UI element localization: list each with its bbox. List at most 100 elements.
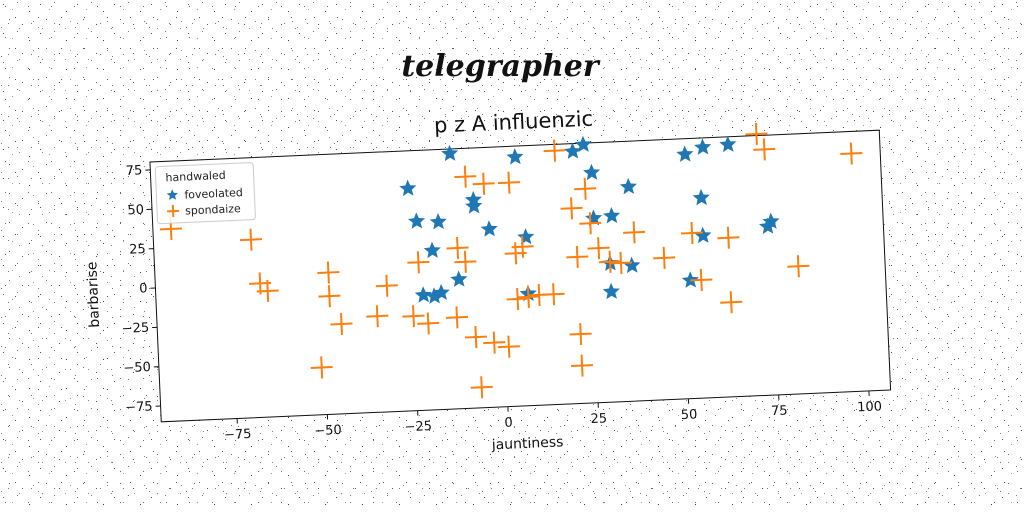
point-foveolated: [423, 241, 441, 259]
point-spondaize: [720, 291, 743, 314]
point-spondaize: [366, 305, 389, 328]
point-spondaize: [446, 236, 469, 260]
legend-markers: [166, 189, 180, 218]
point-foveolated: [603, 207, 621, 224]
point-foveolated: [694, 138, 712, 155]
point-spondaize: [497, 171, 520, 194]
point-spondaize: [402, 305, 425, 328]
axis-ticks: −75 −50 −25 0 25 50 75 100 −75 −50 −25 0 25 50 75: [121, 163, 882, 443]
point-spondaize: [310, 356, 333, 379]
y-tick-label: 0: [139, 281, 148, 296]
point-foveolated: [676, 145, 694, 162]
legend-title: handwaled: [165, 169, 226, 185]
point-foveolated: [762, 212, 780, 230]
legend-frame: [154, 162, 256, 225]
point-spondaize: [653, 246, 676, 269]
point-foveolated: [564, 142, 582, 159]
plot-frame: [149, 129, 892, 423]
point-spondaize: [483, 331, 506, 354]
point-foveolated: [399, 179, 417, 197]
y-tick-label: 25: [129, 242, 146, 258]
point-foveolated: [414, 286, 432, 303]
point-foveolated: [441, 144, 459, 162]
y-axis-label: barbarise: [84, 261, 103, 328]
point-foveolated: [465, 197, 483, 214]
point-spondaize: [407, 251, 430, 274]
point-foveolated: [623, 256, 641, 274]
point-spondaize: [753, 138, 776, 161]
x-tick-label: 75: [771, 403, 788, 419]
point-spondaize: [787, 255, 810, 278]
point-spondaize: [472, 172, 495, 195]
point-foveolated: [583, 163, 601, 181]
point-spondaize: [417, 312, 440, 335]
chart-marks: [159, 122, 863, 399]
point-spondaize: [318, 285, 341, 308]
point-foveolated: [429, 213, 447, 230]
point-spondaize: [330, 312, 353, 336]
point-spondaize: [317, 261, 340, 284]
point-foveolated: [602, 282, 620, 300]
point-foveolated: [517, 228, 535, 245]
point-foveolated: [692, 188, 710, 206]
legend: handwaled foveolated spondaize: [154, 162, 256, 225]
point-spondaize: [454, 165, 477, 188]
point-spondaize: [599, 250, 622, 273]
x-tick-label: 50: [681, 407, 698, 423]
figure-suptitle: telegrapher: [401, 49, 601, 84]
point-spondaize: [609, 251, 633, 274]
point-foveolated: [506, 148, 524, 165]
x-axis-label: jauntiness: [490, 434, 563, 453]
point-spondaize: [717, 226, 740, 249]
point-spondaize: [497, 335, 520, 358]
plot-axes: p z A influenzic −75 −50 −25 0 25 50 75 100−75−…: [84, 107, 892, 453]
x-tick-label: 0: [504, 415, 513, 430]
point-foveolated: [619, 177, 637, 195]
point-spondaize: [517, 285, 540, 308]
y-tick-label: 50: [127, 203, 144, 219]
point-foveolated: [574, 135, 592, 153]
point-foveolated: [480, 220, 498, 237]
series-spondaize: [159, 122, 863, 399]
point-foveolated: [585, 209, 603, 226]
legend-label-spondaize: spondaize: [185, 202, 241, 217]
point-spondaize: [542, 283, 565, 306]
point-foveolated: [425, 287, 443, 304]
point-spondaize: [256, 279, 279, 302]
point-spondaize: [454, 250, 477, 273]
y-tick-label: 75: [125, 163, 142, 179]
point-spondaize: [579, 212, 602, 235]
point-spondaize: [587, 237, 610, 260]
x-tick-label: 100: [857, 399, 882, 415]
point-spondaize: [623, 221, 646, 244]
x-tick-label: −50: [314, 423, 342, 439]
x-tick-label: 25: [590, 411, 607, 427]
y-tick-label: −75: [125, 399, 153, 415]
x-tick-label: −25: [404, 419, 432, 435]
point-foveolated: [407, 212, 426, 229]
point-spondaize: [574, 177, 597, 200]
point-spondaize: [745, 122, 768, 146]
y-tick-label: −25: [121, 321, 149, 337]
legend-marker-spondaize: [167, 205, 180, 218]
point-spondaize: [840, 142, 863, 165]
x-tick-label: −75: [224, 427, 252, 443]
point-foveolated: [450, 270, 468, 287]
point-spondaize: [506, 287, 529, 311]
point-spondaize: [680, 221, 704, 245]
point-foveolated: [432, 283, 450, 301]
legend-label-foveolated: foveolated: [184, 186, 243, 202]
series-foveolated: [399, 135, 780, 304]
y-tick-label: −50: [123, 360, 151, 376]
legend-marker-foveolated: [166, 189, 179, 201]
point-spondaize: [375, 274, 398, 297]
point-spondaize: [445, 306, 468, 329]
point-spondaize: [569, 323, 592, 346]
point-foveolated: [694, 226, 712, 244]
point-spondaize: [464, 326, 487, 349]
point-foveolated: [719, 135, 737, 153]
point-spondaize: [571, 354, 594, 377]
point-spondaize: [543, 139, 566, 162]
point-spondaize: [560, 197, 583, 220]
